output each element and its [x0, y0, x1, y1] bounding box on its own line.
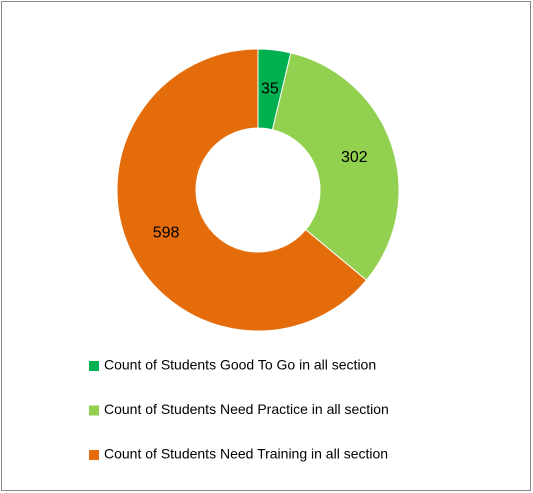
data-label: 302	[341, 149, 368, 166]
legend-swatch	[89, 361, 99, 371]
legend-swatch	[89, 450, 99, 460]
legend-swatch	[89, 405, 99, 416]
legend-label: Count of Students Need Training in all s…	[104, 446, 388, 462]
data-label: 35	[261, 80, 279, 97]
legend-label: Count of Students Good To Go in all sect…	[104, 357, 376, 373]
doughnut-segment	[116, 48, 368, 332]
doughnut-segment	[271, 52, 400, 281]
data-label: 598	[153, 224, 180, 241]
legend-label: Count of Students Need Practice in all s…	[104, 401, 389, 417]
